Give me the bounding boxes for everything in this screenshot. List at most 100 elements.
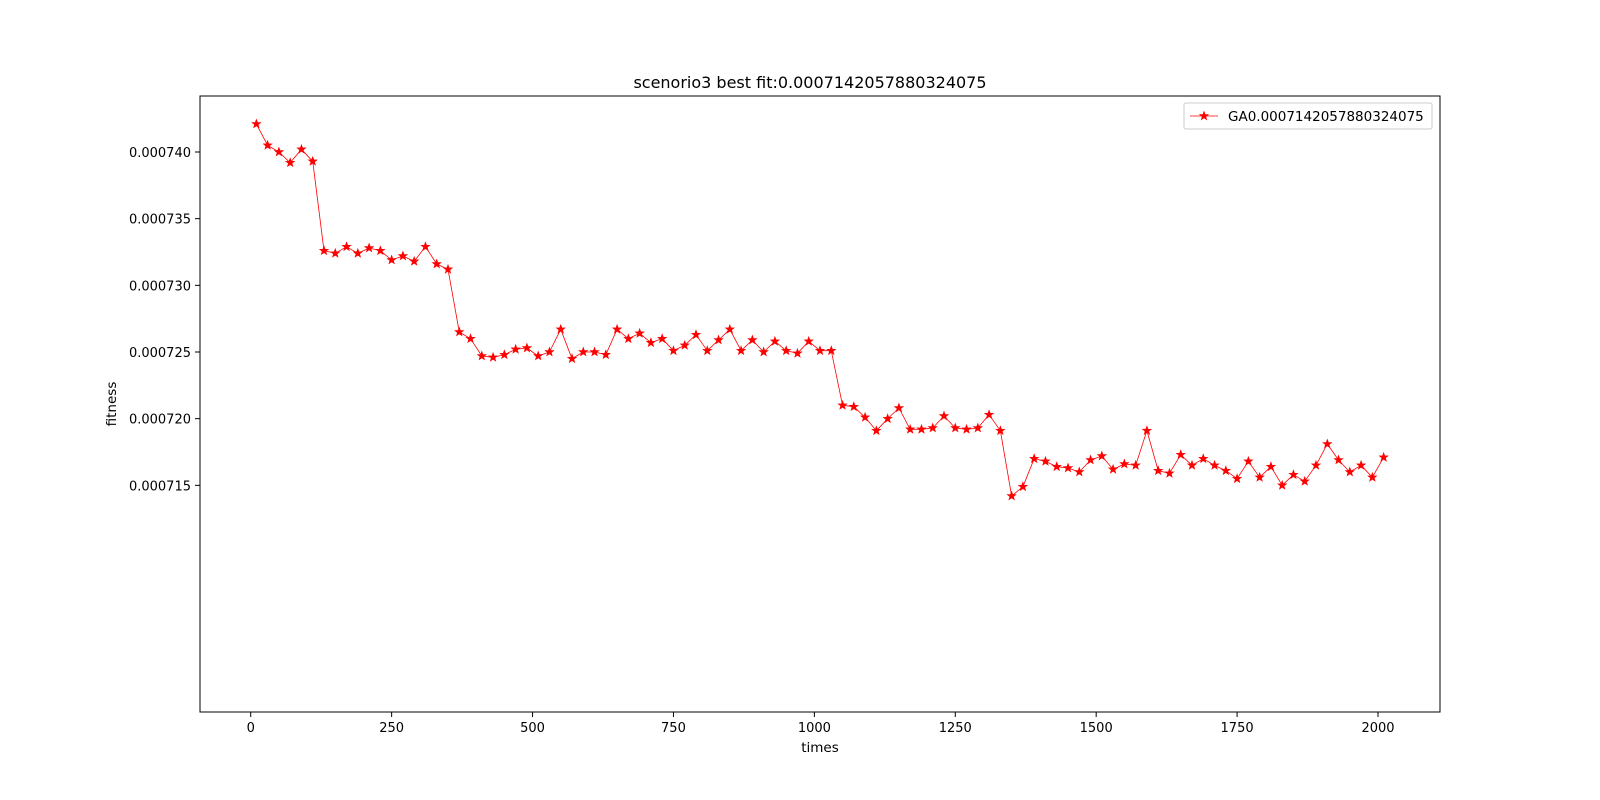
- data-point: [1322, 438, 1333, 449]
- y-tick-label: 0.000715: [129, 479, 191, 494]
- data-point: [995, 425, 1006, 436]
- y-axis: 0.000715 0.000720 0.000725 0.000730 0.000735…: [129, 146, 200, 494]
- data-point: [251, 118, 262, 129]
- y-tick-label: 0.000735: [129, 213, 191, 228]
- data-point: [1288, 469, 1299, 480]
- data-point: [284, 157, 296, 168]
- legend: GA0.0007142057880324075: [1183, 102, 1433, 130]
- data-point: [961, 423, 972, 434]
- data-point: [645, 337, 657, 348]
- data-point: [1333, 454, 1344, 465]
- data-point: [318, 245, 330, 256]
- legend-box: [1183, 102, 1433, 130]
- data-point: [341, 241, 352, 252]
- data-point: [499, 349, 510, 360]
- data-point: [510, 343, 521, 354]
- data-point: [814, 345, 826, 356]
- data-point: [532, 350, 544, 361]
- data-point: [758, 346, 769, 357]
- data-point: [296, 143, 307, 154]
- data-point: [1040, 455, 1051, 466]
- data-point: [589, 346, 600, 357]
- data-point: [679, 339, 690, 350]
- data-point: [375, 245, 386, 256]
- legend-label: GA0.0007142057880324075: [1228, 109, 1424, 125]
- data-point: [1355, 459, 1367, 470]
- data-point: [1254, 471, 1265, 482]
- data-point: [656, 333, 668, 344]
- y-tick-label: 0.000725: [129, 346, 191, 361]
- data-point: [893, 402, 905, 413]
- data-point: [871, 425, 882, 436]
- data-point: [1243, 455, 1254, 466]
- data-point: [566, 353, 578, 364]
- plot-frame: [199, 95, 1441, 713]
- data-point: [950, 422, 961, 433]
- data-point: [1119, 458, 1130, 469]
- x-tick-label: 750: [661, 721, 686, 736]
- data-point: [420, 241, 431, 252]
- data-point: [1209, 459, 1220, 470]
- data-point: [1378, 451, 1389, 462]
- data-point: [702, 345, 713, 356]
- data-point: [465, 333, 476, 344]
- x-tick-label: 1250: [939, 721, 972, 736]
- data-point: [792, 347, 803, 358]
- chart-title: scenorio3 best fit:0.0007142057880324075: [633, 73, 986, 92]
- data-point: [454, 326, 465, 337]
- data-point: [1231, 473, 1243, 484]
- data-point: [1085, 454, 1096, 465]
- data-point: [1276, 479, 1288, 490]
- x-tick-label: 250: [379, 721, 404, 736]
- y-tick-label: 0.000730: [129, 279, 191, 294]
- data-point: [735, 345, 747, 356]
- data-point: [972, 422, 984, 433]
- data-point: [1141, 425, 1153, 436]
- y-tick-label: 0.000720: [129, 413, 191, 428]
- data-point: [1198, 453, 1209, 464]
- data-point: [1006, 490, 1017, 501]
- data-point: [273, 146, 285, 157]
- data-point: [352, 247, 364, 258]
- data-point: [1074, 466, 1085, 477]
- data-point: [600, 349, 612, 360]
- x-tick-label: 2000: [1361, 721, 1394, 736]
- x-tick-label: 1750: [1221, 721, 1254, 736]
- data-point: [747, 334, 758, 345]
- data-point: [262, 139, 273, 150]
- data-point: [476, 350, 488, 361]
- data-point: [521, 342, 533, 353]
- data-point: [408, 255, 420, 266]
- data-point: [690, 329, 702, 340]
- data-point: [904, 423, 916, 434]
- data-point: [397, 250, 409, 261]
- data-point: [916, 423, 927, 434]
- data-point: [544, 346, 555, 357]
- data-point: [578, 346, 589, 357]
- data-point: [724, 323, 736, 334]
- x-tick-label: 0: [247, 721, 255, 736]
- data-point: [713, 334, 724, 345]
- x-tick-label: 1000: [798, 721, 831, 736]
- data-point: [803, 335, 814, 346]
- data-point: [1265, 461, 1277, 472]
- data-point: [780, 345, 792, 356]
- data-point: [1130, 459, 1141, 470]
- data-point: [431, 258, 442, 269]
- data-point: [1175, 449, 1186, 460]
- series-layer: [251, 118, 1389, 501]
- data-point: [555, 323, 566, 334]
- data-point: [623, 333, 634, 344]
- data-point: [611, 323, 623, 334]
- data-point: [859, 411, 871, 422]
- data-point: [1186, 459, 1198, 470]
- data-point: [1028, 453, 1040, 464]
- y-tick-label: 0.000740: [129, 146, 191, 161]
- x-axis: 0 250 500 750 1000 1250 1500 1750 2000: [247, 712, 1395, 736]
- data-point: [634, 327, 645, 338]
- data-point: [1299, 475, 1310, 486]
- data-point: [330, 247, 341, 258]
- data-point: [983, 409, 995, 420]
- data-point: [1051, 461, 1062, 472]
